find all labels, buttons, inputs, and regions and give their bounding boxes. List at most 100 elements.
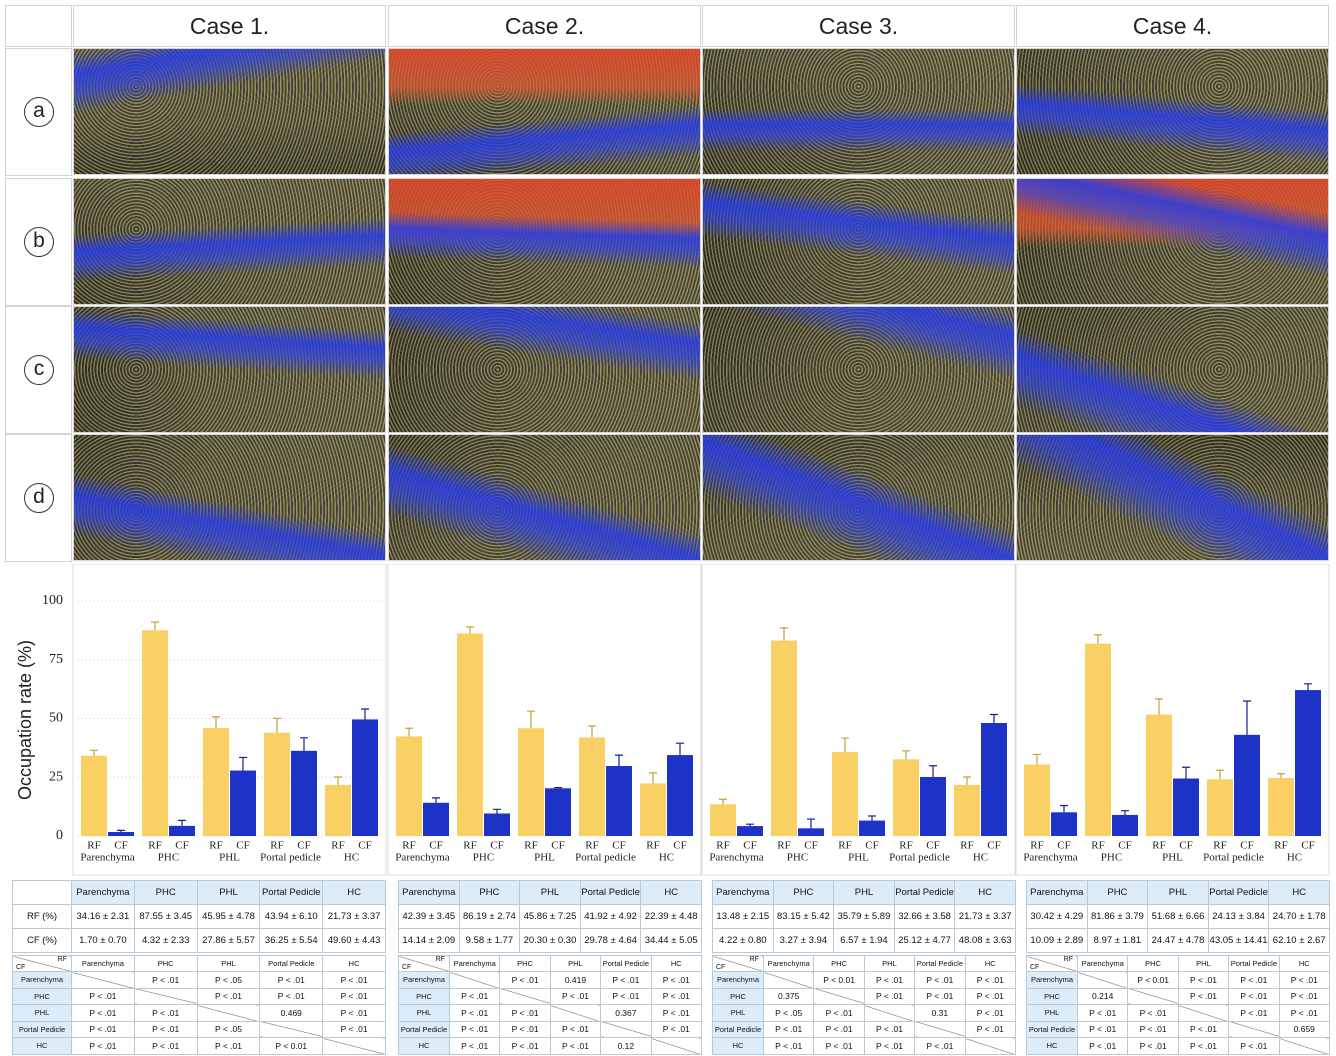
cell: P < .01 [864,1038,914,1055]
row-header: PHL [399,1005,450,1022]
cell: 0.31 [915,1005,965,1022]
column-header: Portal Pedicle [601,956,651,972]
error-bar [554,788,562,789]
data-row: Portal PedicleP < .01P < .01P < .010.659 [1027,1021,1330,1038]
cell: P < .01 [500,1005,550,1022]
stats-table: ParenchymaPHCPHLPortal PedicleHC42.39 ± … [398,880,702,953]
bar [291,751,317,836]
cell: P < .01 [814,1021,864,1038]
bar [203,728,229,836]
column-header: PHL [834,881,895,905]
cell: 21.73 ± 3.37 [323,905,386,929]
cell: P < .01 [72,1038,135,1055]
bar-series-label: RF [331,840,344,852]
row-header: RF (%) [13,905,72,929]
cell: P < .01 [915,972,965,989]
diagonal-cell [1279,1038,1329,1055]
cell: 4.22 ± 0.80 [713,929,774,953]
cell: P < .01 [601,988,651,1005]
bar-series-label: RF [209,840,222,852]
cell: P < .01 [260,988,323,1005]
bar [518,728,544,836]
column-header: PHC [134,881,197,905]
bar-series-label: CF [1118,840,1131,852]
error-bar [151,622,159,630]
cell: 34.16 ± 2.31 [72,905,135,929]
cell: 24.47 ± 4.78 [1148,929,1209,953]
cell: P < .01 [915,1038,965,1055]
x-tick-label: PHL [848,852,869,864]
cell: P < .01 [1078,1005,1128,1022]
bar [325,785,351,836]
cell: P < .01 [323,972,386,989]
error-bar [1094,635,1102,644]
data-row: HCP < .01P < .01P < .01P < .01 [1027,1038,1330,1055]
cell: P < .01 [651,972,701,989]
diagonal-cell [915,1021,965,1038]
cell: P < .01 [601,972,651,989]
error-bar [1060,805,1068,812]
bar [737,826,763,836]
cell: P < .01 [651,988,701,1005]
cell: 8.97 ± 1.81 [1087,929,1148,953]
bar [832,752,858,836]
bar [1085,644,1111,836]
bar-series-label: CF [175,840,188,852]
cell: P < .01 [1178,1021,1228,1038]
diagonal-cell [260,1021,323,1038]
micrograph [702,48,1015,175]
bar [606,766,632,836]
cell: P < .05 [197,972,260,989]
bar [579,737,605,836]
cell: P < 0.01 [260,1038,323,1055]
cell: 6.57 ± 1.94 [834,929,895,953]
cell: 9.58 ± 1.77 [459,929,520,953]
column-header: Portal Pedicle [260,881,323,905]
cell: P < .01 [764,1021,814,1038]
bar [1146,715,1172,836]
bar [81,756,107,836]
error-bar [902,751,910,759]
cell: P < .01 [1279,1005,1329,1022]
error-bar [1033,754,1041,764]
column-header: PHL [864,956,914,972]
micrograph [702,178,1015,305]
x-tick-label: Portal pedicle [1203,852,1264,864]
cell: 10.09 ± 2.89 [1027,929,1088,953]
row-header: PHC [713,988,764,1005]
bar-series-label: CF [612,840,625,852]
cell: P < .01 [1128,1005,1178,1022]
diagonal-cell [764,972,814,989]
column-header: HC [1269,881,1330,905]
header-row: RFCFParenchymaPHCPHLPortal PedicleHC [13,956,386,972]
data-row: ParenchymaP < 0.01P < .01P < .01P < .01 [1027,972,1330,989]
error-bar [588,726,596,738]
cell: P < .01 [651,1005,701,1022]
error-bar [1216,770,1224,779]
bar-series-label: RF [585,840,598,852]
cell: 32.66 ± 3.58 [894,905,955,929]
cell: P < .01 [323,1021,386,1038]
corner [13,881,72,905]
bar [954,785,980,836]
bar-series-label: CF [1179,840,1192,852]
bar [893,759,919,836]
cell: 13.48 ± 2.15 [713,905,774,929]
cell: P < .01 [450,1038,500,1055]
corner: RFCF [13,956,72,972]
column-header: PHC [773,881,834,905]
cell: 62.10 ± 2.67 [1269,929,1330,953]
column-header: Portal Pedicle [1229,956,1279,972]
cell: P < .01 [1229,1038,1279,1055]
stats-table: ParenchymaPHCPHLPortal PedicleHCRF (%)34… [12,880,386,953]
cell: P < .01 [764,1038,814,1055]
column-header: Parenchyma [450,956,500,972]
row-header: Portal Pedicle [713,1021,764,1038]
error-bar [780,628,788,641]
bar [1112,815,1138,836]
